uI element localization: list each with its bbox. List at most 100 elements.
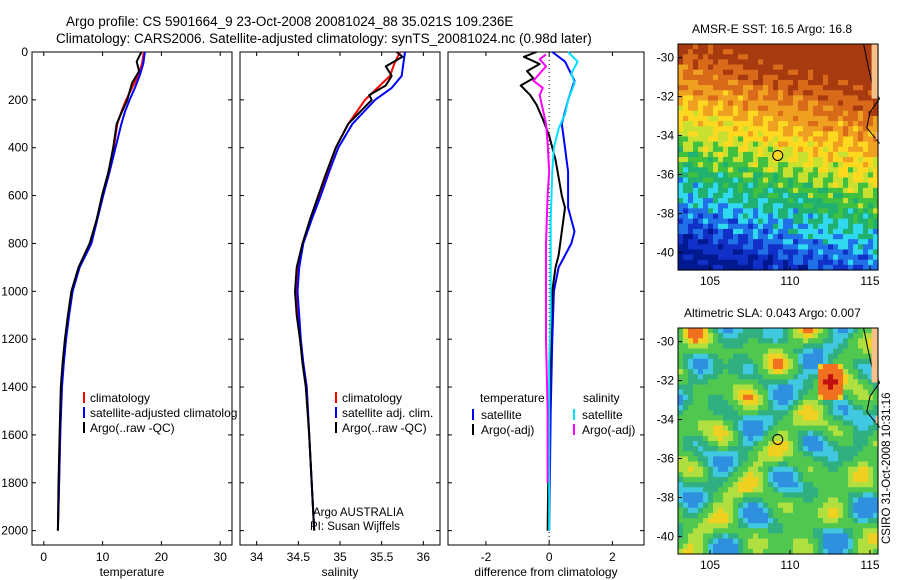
sla-map-cell (738, 338, 744, 345)
sst-map-cell (873, 223, 879, 230)
sst-map-cell (728, 157, 734, 163)
sla-map-cell (833, 333, 839, 339)
sst-map-cell (833, 259, 839, 266)
sla-map-cell (788, 328, 794, 334)
sst-map-cell (848, 151, 854, 158)
sla-map-cell (783, 446, 789, 452)
sst-map-cell (798, 90, 804, 96)
sla-map-cell (733, 446, 739, 452)
sla-map-cell (733, 451, 739, 458)
sla-map-cell (793, 374, 799, 380)
sst-map-cell (828, 192, 834, 199)
sst-map-cell (753, 264, 759, 271)
sst-map-cell (838, 95, 844, 102)
sla-map-cell (833, 358, 839, 365)
sst-map-cell (793, 151, 799, 158)
sst-map-cell (853, 54, 859, 61)
depth-tick-label: 0 (21, 45, 28, 59)
sst-map-cell (828, 105, 834, 112)
sst-map-cell (798, 177, 804, 184)
sst-map-cell (823, 100, 829, 107)
sst-map-cell (803, 239, 809, 245)
sst-map-cell (858, 121, 864, 127)
sla-map-cell (838, 363, 844, 370)
sla-map-cell (788, 466, 794, 473)
sla-map-cell (838, 487, 844, 493)
sla-map-cell (853, 512, 859, 519)
sst-map-cell (713, 110, 719, 117)
sst-map-cell (743, 177, 749, 184)
sst-map-cell (738, 64, 744, 71)
sst-map-cell (863, 95, 869, 102)
sst-map-cell (853, 228, 859, 235)
sst-map-cell (718, 126, 724, 132)
sst-map-cell (748, 187, 754, 194)
sla-map-cell (688, 487, 694, 493)
sla-map-cell (763, 518, 769, 524)
sst-map-cell (718, 264, 724, 271)
sla-map-cell (698, 548, 704, 555)
sst-map-cell (793, 79, 799, 86)
sst-map-cell (698, 192, 704, 199)
sla-map-coastline (866, 382, 881, 428)
sla-map-cell (743, 353, 749, 360)
sla-map-cell (733, 363, 739, 370)
sla-map-cell (853, 348, 859, 355)
sst-map-cell (718, 254, 724, 261)
sla-map-cell (788, 430, 794, 437)
sla-map-cell (783, 441, 789, 447)
sst-map-cell (768, 95, 774, 102)
sst-map-cell (873, 146, 879, 153)
sla-map-cell (793, 507, 799, 514)
sst-map-cell (818, 172, 824, 179)
sla-map-cell (808, 384, 814, 391)
sla-map-cell (703, 420, 709, 427)
sla-map-cell (718, 410, 724, 416)
sla-map-cell (708, 497, 714, 504)
sla-map-cell (718, 543, 724, 550)
sla-map-cell (863, 374, 869, 380)
sst-map-cell (763, 228, 769, 235)
sst-map-cell (808, 264, 814, 271)
sla-map-cell (863, 518, 869, 524)
sla-map-cell (788, 538, 794, 545)
sla-map-cell (678, 543, 684, 550)
sst-map-cell (703, 259, 709, 266)
sla-map-cell (778, 399, 784, 406)
sst-map-cell (818, 100, 824, 107)
sla-map-cell (768, 548, 774, 555)
sst-map-cell (763, 254, 769, 261)
sst-map-cell (818, 249, 824, 256)
sla-map-cell (798, 497, 804, 504)
sst-map-cell (763, 121, 769, 127)
sst-map-cell (798, 157, 804, 163)
sst-map-cell (858, 182, 864, 189)
sst-map-cell (858, 49, 864, 55)
sst-map-cell (723, 177, 729, 184)
sla-map-cell (848, 328, 854, 334)
sla-map-cell (718, 497, 724, 504)
depth-tick-label: 2000 (1, 524, 28, 538)
sla-map-cell (778, 543, 784, 550)
sst-map-cell (703, 254, 709, 261)
sla-map-cell (783, 466, 789, 473)
sst-map-cell (808, 167, 814, 174)
sla-map-cell (868, 328, 874, 334)
sla-map-cell (678, 415, 684, 422)
sla-map-cell (688, 389, 694, 396)
sst-map-cell (858, 69, 864, 76)
temperature-xtick-label: 10 (96, 550, 110, 564)
sla-map-cell (788, 523, 794, 529)
sla-map-cell (728, 471, 734, 478)
sst-map-cell (703, 239, 709, 245)
sla-map-cell (723, 523, 729, 529)
sla-map-cell (868, 466, 874, 473)
sla-map-cell (688, 435, 694, 442)
sst-map-cell (763, 100, 769, 107)
sst-map-cell (688, 218, 694, 225)
sst-map-cell (703, 172, 709, 179)
sla-map-cell (708, 333, 714, 339)
sst-map-cell (788, 167, 794, 174)
sst-map-cell (813, 126, 819, 132)
sla-map-cell (703, 502, 709, 509)
